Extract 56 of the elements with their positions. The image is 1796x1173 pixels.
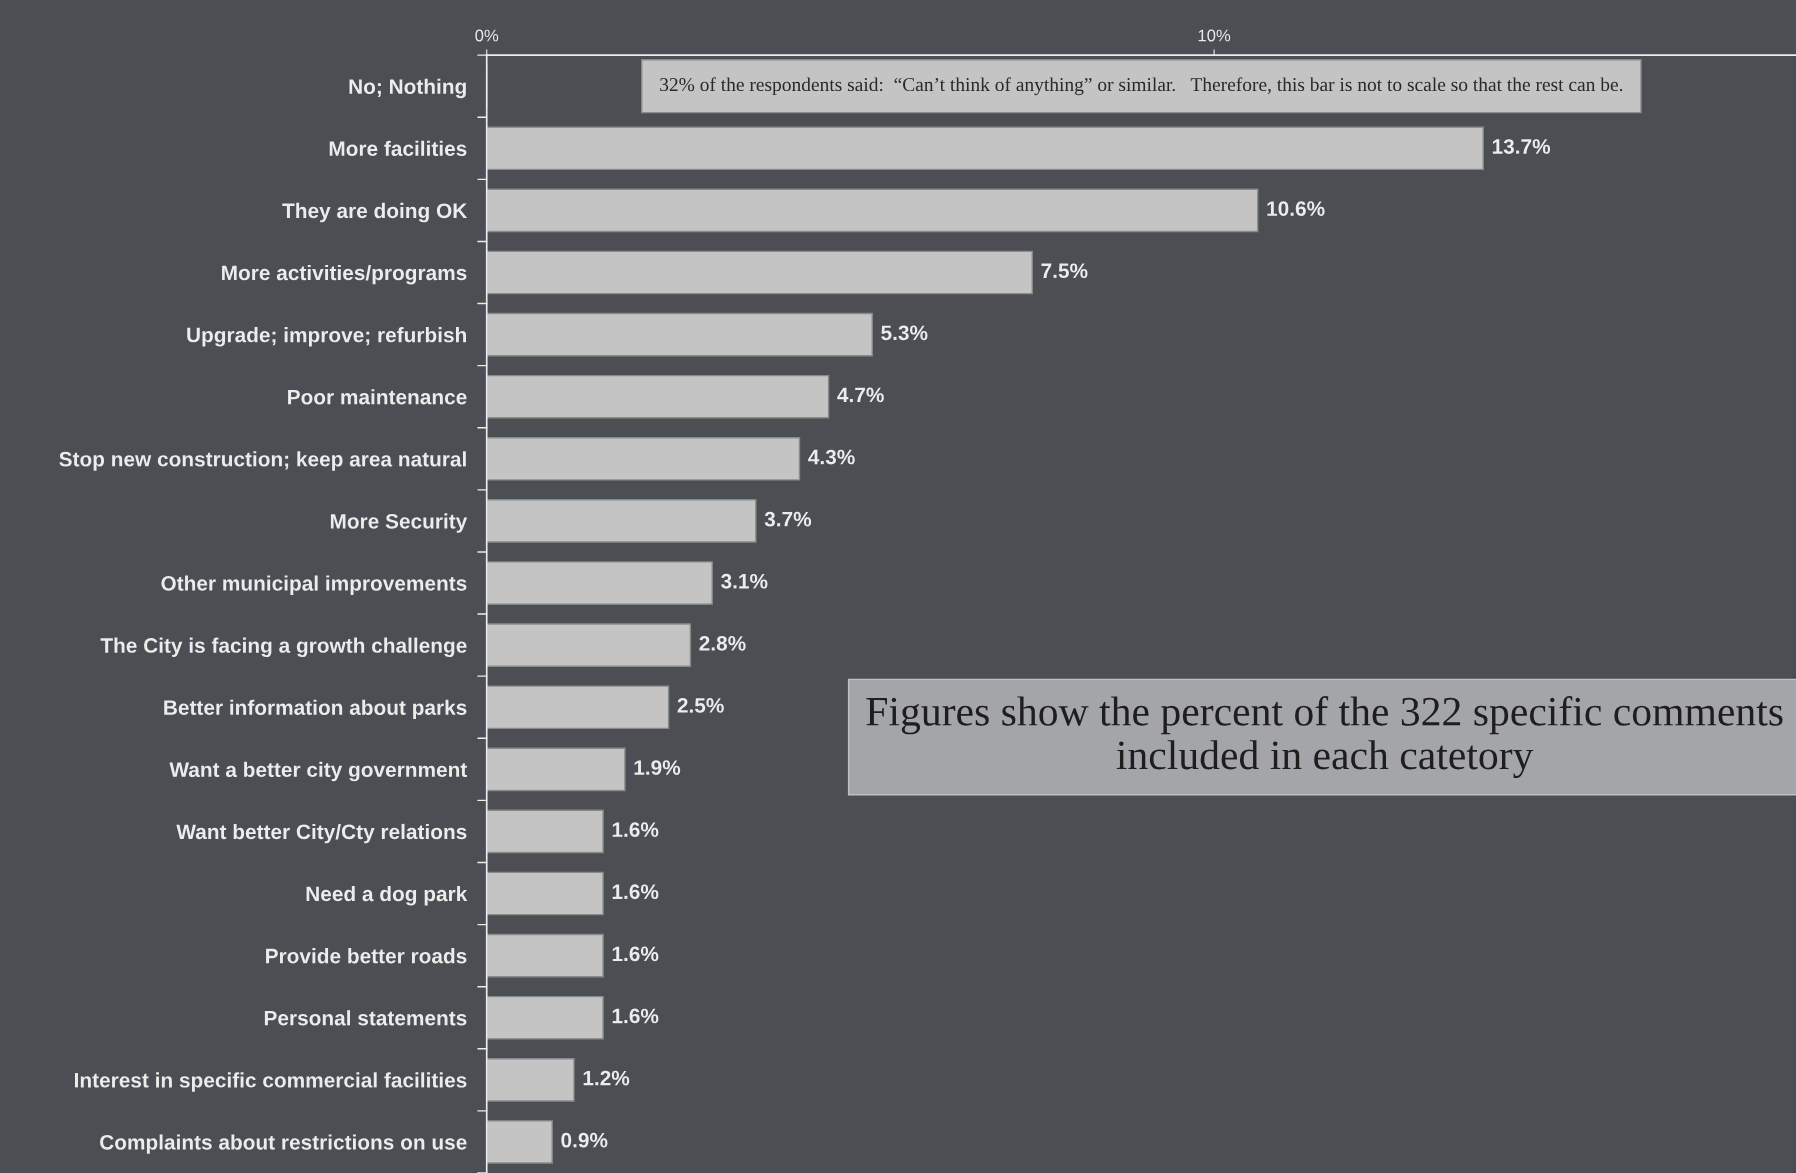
y-tick-label: More activities/programs (222, 264, 467, 285)
y-tick-label: The City is facing a growth challenge (100, 637, 467, 658)
y-tick-label: Complaints about restrictions on use (100, 1134, 467, 1154)
data-label: 1.6% (612, 1008, 659, 1024)
bar (486, 436, 801, 481)
bar (486, 374, 830, 419)
annotation: 32% of the respondents said: “Can’t think of anything” or similar. Therefore, this bar is not to scale so that the rest can be. (660, 77, 1623, 96)
y-tick-label: They are doing OK (282, 202, 468, 223)
bar (486, 747, 626, 792)
annotation: Figures show the percent of the 322 specific comments included in each catetory (866, 696, 1783, 779)
y-tick-label: Personal statements (264, 1010, 467, 1026)
bar (486, 312, 873, 357)
bar (486, 685, 670, 730)
bar (486, 250, 1033, 295)
y-tick-label: More Security (330, 513, 468, 533)
y-tick-label: No; Nothing (349, 78, 466, 99)
data-label: 13.7% (1492, 139, 1551, 154)
y-tick-label: Interest in specific commercial facilities (75, 1072, 467, 1092)
x-tick-label: 0% (475, 29, 499, 42)
bar (486, 1058, 575, 1102)
x-tick-label: 10% (1198, 29, 1231, 42)
y-tick-label: Poor maintenance (288, 389, 467, 405)
bar (486, 126, 1484, 171)
y-tick-label: Stop new construction; keep area natural (59, 451, 466, 471)
data-label: 0.9% (561, 1132, 608, 1148)
data-label: 10.6% (1267, 201, 1325, 216)
data-label: 1.2% (583, 1070, 630, 1086)
data-label: 1.6% (612, 946, 659, 962)
bar (486, 188, 1259, 233)
y-tick-label: Provide better roads (266, 948, 467, 964)
data-label: 4.7% (837, 387, 884, 403)
y-tick-label: Want a better city government (169, 761, 468, 782)
bar (486, 623, 692, 667)
data-label: 5.3% (881, 325, 928, 341)
y-tick-label: More facilities (329, 140, 467, 157)
data-label: 3.1% (721, 573, 768, 589)
data-label: 2.5% (677, 698, 724, 713)
y-tick-label: Upgrade; improve; refurbish (187, 327, 466, 347)
bar (486, 1120, 553, 1164)
data-label: 1.6% (612, 884, 659, 900)
data-label: 7.5% (1041, 263, 1088, 279)
y-tick-label: Better information about parks (164, 699, 467, 720)
bar (486, 809, 604, 854)
data-label: 3.7% (764, 511, 812, 527)
bar (486, 933, 604, 978)
bar (486, 561, 713, 605)
bar (486, 499, 757, 543)
y-tick-label: Need a dog park (306, 885, 468, 906)
y-tick-label: Other municipal improvements (161, 575, 467, 595)
data-label: 1.9% (634, 760, 681, 775)
data-label: 2.8% (699, 635, 746, 651)
bar (486, 995, 604, 1040)
data-label: 4.3% (808, 449, 855, 465)
y-tick-label: Want better City/Cty relations (176, 823, 467, 844)
data-label: 1.6% (612, 822, 659, 838)
bar (486, 871, 604, 916)
